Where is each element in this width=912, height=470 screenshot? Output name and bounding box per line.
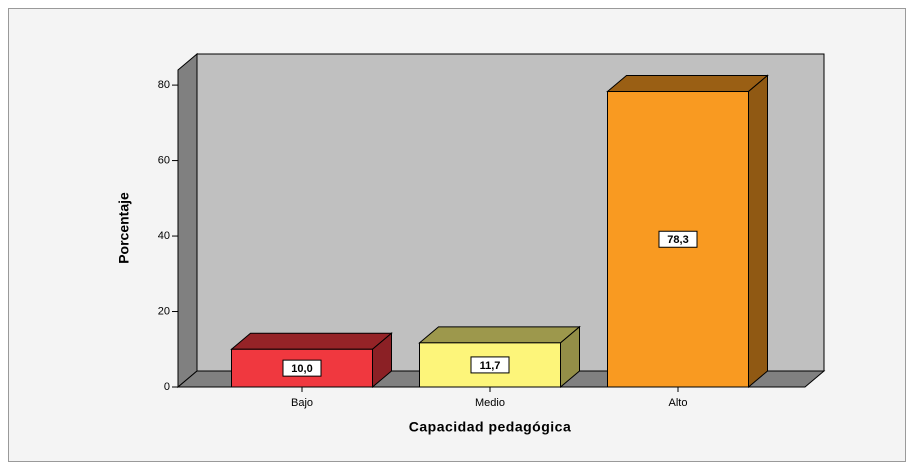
bar-side [748, 74, 768, 389]
plot-area: 10,0 11,7 78,3 [176, 52, 826, 389]
x-tick-label: Alto [669, 397, 688, 409]
x-tick-label: Medio [475, 397, 505, 409]
y-tick-label: 40 [158, 230, 170, 242]
value-label-box [282, 359, 322, 377]
value-label-box [658, 230, 698, 248]
value-label: 10,0 [291, 363, 312, 375]
left-wall [177, 52, 198, 389]
value-label: 78,3 [667, 234, 688, 246]
bar-top [230, 332, 393, 350]
x-axis-label: Capacidad pedagógica [409, 419, 571, 435]
y-tick-label: 0 [164, 381, 170, 393]
y-tick-label: 20 [158, 305, 170, 317]
y-axis-label: Porcentaje [116, 192, 132, 264]
y-tick-label: 60 [158, 154, 170, 166]
value-label-box [470, 356, 510, 374]
bar-top [418, 326, 581, 344]
x-tick-label: Bajo [291, 397, 313, 409]
value-label: 11,7 [480, 360, 501, 372]
y-tick-label: 80 [158, 79, 170, 91]
bar-top [606, 75, 769, 93]
